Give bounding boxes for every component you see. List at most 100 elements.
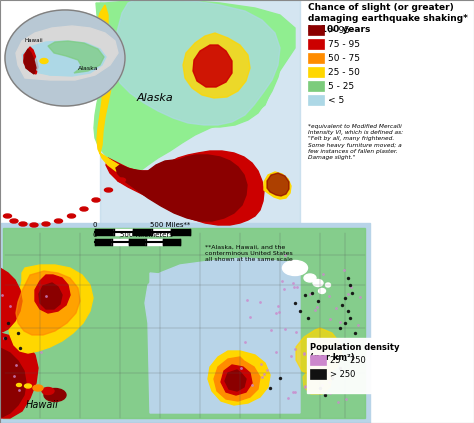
Bar bbox=[163, 239, 180, 245]
Bar bbox=[308, 53, 324, 63]
Bar bbox=[152, 229, 171, 235]
Point bbox=[282, 326, 289, 332]
Polygon shape bbox=[150, 265, 295, 337]
Text: **Alaska, Hawaii, and the
conterminous United States
all shown at the same scale: **Alaska, Hawaii, and the conterminous U… bbox=[205, 245, 293, 262]
Ellipse shape bbox=[118, 178, 126, 182]
Text: 5 - 25: 5 - 25 bbox=[328, 82, 354, 91]
Polygon shape bbox=[8, 265, 93, 353]
Polygon shape bbox=[22, 41, 106, 76]
Point bbox=[267, 326, 275, 333]
Bar bbox=[112, 239, 129, 245]
Point bbox=[260, 371, 268, 378]
Point bbox=[6, 303, 14, 310]
Point bbox=[344, 275, 352, 281]
Text: 500 Kilometers**: 500 Kilometers** bbox=[120, 232, 180, 238]
Point bbox=[275, 309, 283, 316]
Point bbox=[319, 382, 326, 388]
Ellipse shape bbox=[55, 219, 63, 223]
Text: 50 - 75: 50 - 75 bbox=[328, 53, 360, 63]
Text: 0: 0 bbox=[93, 232, 97, 238]
Ellipse shape bbox=[10, 219, 18, 223]
Ellipse shape bbox=[92, 198, 100, 202]
Point bbox=[356, 335, 363, 342]
Bar bbox=[308, 81, 324, 91]
Bar bbox=[171, 229, 190, 235]
Point bbox=[257, 361, 264, 368]
Bar bbox=[146, 239, 163, 245]
Point bbox=[346, 282, 354, 288]
Polygon shape bbox=[221, 365, 252, 395]
Bar bbox=[95, 229, 114, 235]
Point bbox=[274, 302, 282, 309]
Point bbox=[301, 383, 309, 390]
Polygon shape bbox=[208, 351, 270, 405]
Point bbox=[290, 284, 298, 291]
Point bbox=[12, 362, 20, 368]
Polygon shape bbox=[296, 328, 342, 376]
Point bbox=[343, 396, 350, 403]
Bar bbox=[95, 239, 112, 245]
Point bbox=[314, 304, 321, 311]
Point bbox=[336, 324, 344, 331]
Point bbox=[272, 309, 280, 316]
Ellipse shape bbox=[42, 222, 50, 226]
Point bbox=[338, 302, 346, 308]
Point bbox=[319, 270, 327, 277]
Polygon shape bbox=[0, 348, 26, 417]
Point bbox=[354, 321, 362, 328]
Point bbox=[348, 290, 356, 297]
Bar bbox=[133, 229, 152, 235]
Ellipse shape bbox=[319, 288, 326, 294]
Point bbox=[354, 357, 362, 364]
Bar bbox=[308, 39, 324, 49]
Point bbox=[249, 382, 256, 389]
Point bbox=[0, 292, 6, 299]
Ellipse shape bbox=[67, 214, 75, 218]
Ellipse shape bbox=[3, 214, 11, 218]
Ellipse shape bbox=[313, 280, 323, 286]
Point bbox=[237, 365, 245, 371]
Polygon shape bbox=[183, 33, 250, 98]
Point bbox=[351, 330, 359, 336]
Text: Alaska: Alaska bbox=[137, 93, 173, 103]
Point bbox=[289, 279, 297, 286]
Point bbox=[291, 346, 299, 353]
Polygon shape bbox=[193, 45, 232, 87]
Text: 75 - 95: 75 - 95 bbox=[328, 39, 360, 49]
Polygon shape bbox=[225, 370, 246, 391]
Point bbox=[300, 351, 308, 357]
Polygon shape bbox=[97, 5, 122, 171]
Polygon shape bbox=[116, 155, 247, 221]
Point bbox=[301, 382, 309, 389]
Polygon shape bbox=[148, 160, 204, 189]
Point bbox=[345, 290, 352, 297]
Polygon shape bbox=[94, 0, 295, 175]
Point bbox=[311, 306, 319, 313]
Polygon shape bbox=[24, 47, 38, 74]
Polygon shape bbox=[24, 49, 36, 74]
Point bbox=[288, 353, 295, 360]
Bar bbox=[310, 369, 326, 379]
Point bbox=[301, 291, 309, 298]
Point bbox=[307, 346, 315, 353]
Point bbox=[263, 367, 270, 374]
Polygon shape bbox=[208, 170, 238, 195]
Text: Population density
(per km²): Population density (per km²) bbox=[310, 343, 400, 363]
Point bbox=[256, 299, 264, 306]
Point bbox=[278, 277, 285, 284]
Point bbox=[37, 349, 45, 355]
Point bbox=[328, 375, 336, 382]
Bar bbox=[308, 67, 324, 77]
Text: Alaska: Alaska bbox=[78, 66, 99, 71]
Point bbox=[300, 350, 308, 357]
Text: 0: 0 bbox=[93, 222, 97, 228]
Text: > 250: > 250 bbox=[330, 370, 356, 379]
Polygon shape bbox=[3, 228, 365, 418]
Point bbox=[356, 294, 364, 300]
Polygon shape bbox=[35, 275, 70, 313]
Bar bbox=[307, 338, 407, 393]
Bar bbox=[114, 229, 133, 235]
Point bbox=[4, 320, 12, 327]
Point bbox=[332, 304, 340, 311]
Point bbox=[42, 293, 50, 299]
